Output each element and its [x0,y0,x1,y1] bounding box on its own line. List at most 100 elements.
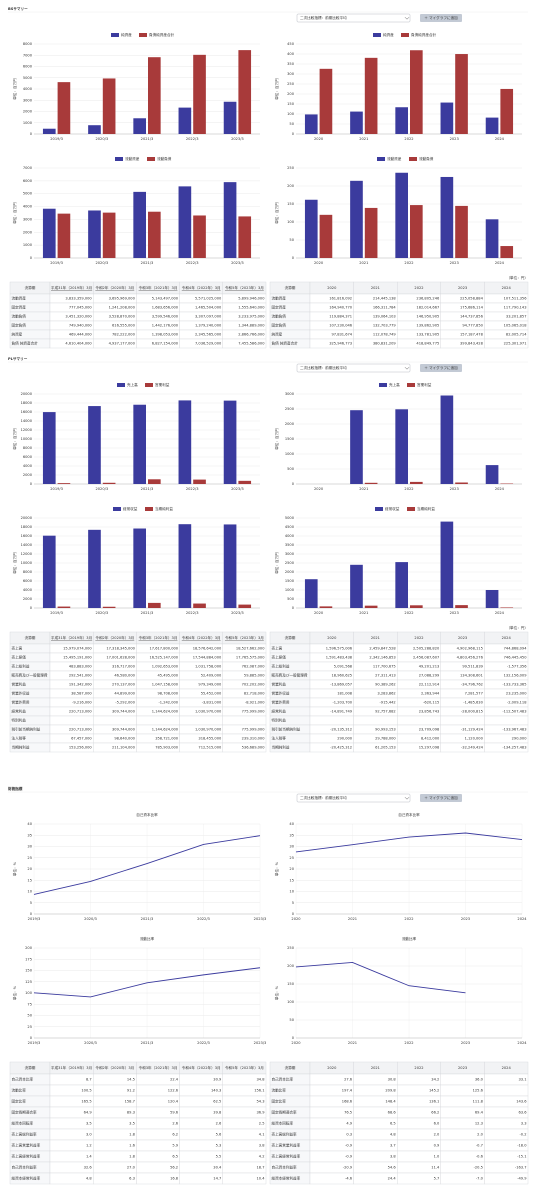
bar [57,483,71,484]
cell-value: 1,683,656,000 [152,306,179,310]
y-tick-label: 0 [30,606,33,610]
y-tick-label: 300 [287,72,295,76]
x-tick-label: 2024 [495,261,505,265]
y-tick-label: 14000 [21,543,33,547]
cell-value: 782,222,000 [112,333,136,337]
period-header[interactable]: 令和2年（2020年）3月 [95,285,134,290]
y-axis-label: 単位：百万円 [274,552,279,574]
y-tick-label: 200 [287,184,295,188]
y-tick-label: 200 [287,964,295,968]
select-label: 二次比較指標：前期比較平均 [300,795,347,800]
row-label: 総資本経常利益率 [272,1176,301,1181]
cell-value: 197.4 [342,1089,353,1093]
bar [350,180,363,258]
row-label: 売上高 [12,646,23,651]
row-label: 販売費及び一般管理費 [12,673,48,678]
cell-value: 45,495,000 [158,674,179,678]
period-header[interactable]: 令和3年（2021年）3月 [139,285,178,290]
period-header: 2023 [458,636,467,640]
header-label: 決算期 [25,1065,36,1070]
y-tick-label: 450 [287,42,295,46]
x-tick-label: 2022/3 [186,611,199,615]
cell-value: 762,087,000 [242,665,266,669]
x-tick-label: 2024 [495,487,505,491]
period-header[interactable]: 令和5年（2023年）3月 [225,285,264,290]
period-header[interactable]: 平成31年（2019年）3月 [51,285,92,290]
compare-select[interactable] [296,363,411,373]
compare-select[interactable] [296,13,411,23]
x-tick-label: 2023 [461,917,470,921]
period-header[interactable]: 令和5年（2023年）3月 [225,635,264,640]
bar [133,528,146,608]
unit-label: （単位：円） [506,275,528,280]
y-tick-label: 2000 [23,473,33,477]
bar [364,207,378,258]
row-label: 自己資本利益率 [272,1165,298,1170]
legend-swatch [117,383,125,387]
row-label: 売上原価 [272,655,287,660]
cell-value: -20.5 [474,1166,483,1170]
cell-value: 4,803,456,276 [457,656,484,660]
add-graph-button[interactable] [420,14,462,22]
x-tick-label: 2021/3 [141,611,154,615]
period-header[interactable]: 令和4年（2022年）3月 [182,285,221,290]
cell-value: -34,796,762 [461,683,483,687]
cell-value: 36.0 [475,1078,484,1082]
cell-value: 182,014,667 [416,306,439,310]
cell-value: 1,442,176,000 [152,324,179,328]
cell-value: 1,596,575,006 [326,647,353,651]
add-graph-button[interactable] [420,364,462,372]
table-cell [484,742,529,753]
compare-select[interactable] [296,793,411,803]
row-label: 税引前当期純利益 [272,727,301,732]
cell-value: 3,283,862 [377,692,395,696]
cell-value: 15,979,074,000 [63,647,92,651]
cell-value: 94,777,850 [462,324,483,328]
period-header[interactable]: 令和2年（2020年）3月 [95,635,134,640]
x-tick-label: 2022 [404,487,413,491]
cell-value: -133,967,483 [502,728,526,732]
cell-value: -7.0 [476,1177,484,1181]
row-label: 売上高 [272,646,283,651]
x-tick-label: 2021/3 [141,1041,154,1045]
cell-value: 6.0 [434,1122,440,1126]
button-label: ＋ マイグラフに追加 [424,365,458,370]
legend-swatch [409,157,417,161]
cell-value: 90,389,262 [375,683,396,687]
cell-value: -14,891,749 [330,710,353,714]
cell-value: 23,709,098 [419,728,440,732]
y-tick-label: 1500 [285,437,295,441]
cell-value: 34.8 [256,1078,265,1082]
cell-value: 136.1 [429,1100,439,1104]
y-tick-label: 250 [287,946,295,950]
period-header[interactable]: 令和3年（2021年）3月 [139,635,178,640]
period-header[interactable]: 平成31年（2019年）3月 [51,635,92,640]
cell-value: 220,713,000 [69,710,93,714]
row-label: 特別利益 [12,718,27,723]
row-label: 純資産 [12,332,23,337]
cell-value: 27,311,413 [375,674,396,678]
cell-value: 111.8 [473,1100,484,1104]
y-tick-label: 2500 [285,561,295,565]
cell-value: 54.3 [256,1100,264,1104]
cell-value: 749,940,000 [69,324,93,328]
cell-value: 139,064,103 [373,315,396,319]
add-graph-button[interactable] [420,794,462,802]
y-tick-label: 25 [289,856,294,860]
y-axis-label: 単位：百万円 [12,78,17,100]
cell-value: 6.5 [172,1155,178,1159]
cell-value: 52,409,000 [201,674,222,678]
cell-value: 1,030,970,000 [195,710,222,714]
period-header: 2024 [502,636,512,640]
y-tick-label: 1000 [23,121,33,125]
cell-value: 98,708,000 [158,692,179,696]
cell-value: 148.4 [385,1100,396,1104]
cell-value: 3,599,546,000 [152,315,179,319]
cell-value: 18,576,642,000 [193,647,222,651]
cell-value: 325,946,773 [329,342,352,346]
cell-value: 744,868,094 [504,647,528,651]
x-tick-label: 2019/3 [28,917,41,921]
period-header[interactable]: 令和4年（2022年）3月 [182,635,221,640]
cell-value: 1.8 [129,1133,135,1137]
